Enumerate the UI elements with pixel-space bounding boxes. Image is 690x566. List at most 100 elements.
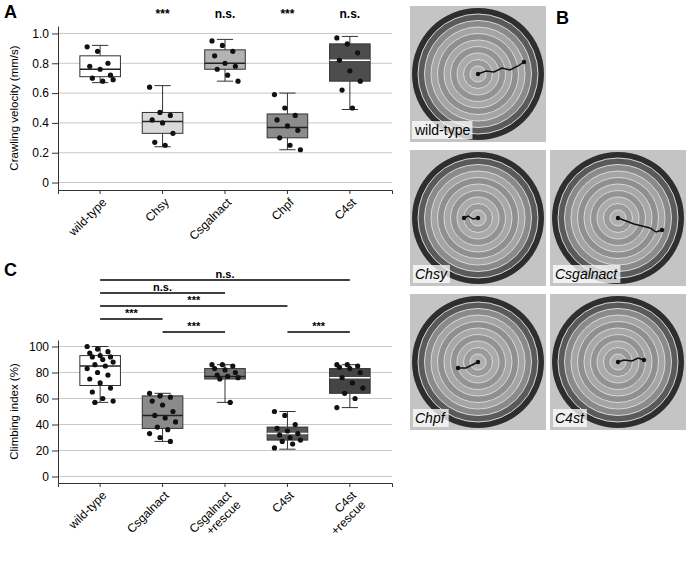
box xyxy=(80,45,121,82)
data-point xyxy=(295,128,300,133)
data-point xyxy=(277,432,282,437)
data-point xyxy=(337,58,342,63)
data-point xyxy=(98,380,103,385)
tick-mark xyxy=(52,451,58,452)
marks xyxy=(80,344,370,451)
dish-ring xyxy=(565,309,672,416)
label-background xyxy=(553,265,620,283)
median xyxy=(142,415,183,417)
whisker-cap xyxy=(342,109,358,110)
data-point xyxy=(298,147,303,152)
photo-background xyxy=(410,6,546,142)
data-point xyxy=(220,362,225,367)
track-start xyxy=(476,216,480,220)
data-point xyxy=(100,396,105,401)
data-point xyxy=(157,393,162,398)
y-axis: 020406080100 xyxy=(29,340,59,484)
data-point xyxy=(170,409,175,414)
tick-label-line: Csgalnact xyxy=(124,488,172,536)
data-point xyxy=(222,367,227,372)
significance: *** xyxy=(280,7,294,21)
tick-label: 20 xyxy=(36,444,50,458)
bracket-label: *** xyxy=(125,307,139,319)
tick-label: 1.0 xyxy=(32,27,49,41)
whisker xyxy=(225,379,226,402)
dish-ring xyxy=(444,40,512,108)
data-point xyxy=(165,427,170,432)
x-tick: Chpf xyxy=(269,190,297,223)
box xyxy=(267,93,308,150)
grid-line xyxy=(58,424,392,425)
data-point xyxy=(105,61,110,66)
data-point xyxy=(163,143,168,148)
dish-ring xyxy=(457,53,499,95)
data-point xyxy=(347,366,352,371)
data-point xyxy=(233,370,238,375)
tick-label: wild-type xyxy=(65,488,109,532)
tick-mark xyxy=(162,483,163,487)
whisker-cap xyxy=(342,36,358,37)
tick-label: 0 xyxy=(42,470,49,484)
box-body xyxy=(80,356,121,386)
data-point xyxy=(222,61,227,66)
data-point xyxy=(152,413,157,418)
data-point xyxy=(92,362,97,367)
tick-label: 60 xyxy=(36,392,50,406)
dish-ring xyxy=(591,335,646,390)
dish-ring xyxy=(571,315,665,409)
x-tick: wild-type xyxy=(65,190,109,239)
data-point xyxy=(230,363,235,368)
data-point xyxy=(98,67,103,72)
photo-label: wild-type xyxy=(414,122,470,138)
dish-ring xyxy=(578,322,659,403)
track-start xyxy=(616,216,620,220)
dish-ring xyxy=(571,171,665,265)
photo-background xyxy=(410,150,546,286)
larva-track xyxy=(458,362,478,368)
tick-mark xyxy=(52,153,58,154)
whisker xyxy=(287,138,288,150)
whisker xyxy=(100,386,101,403)
data-point xyxy=(293,422,298,427)
x-tick: Chsy xyxy=(143,190,172,225)
tick-label: 0.6 xyxy=(32,86,49,100)
box xyxy=(330,36,371,109)
label-background xyxy=(413,265,450,283)
data-point xyxy=(90,354,95,359)
dish-ring xyxy=(584,328,652,396)
data-point xyxy=(150,117,155,122)
data-point xyxy=(147,431,152,436)
dish-ring xyxy=(418,302,538,422)
tick-label-line: wild-type xyxy=(65,488,109,532)
data-point xyxy=(352,396,357,401)
median xyxy=(330,377,371,379)
data-point xyxy=(345,41,350,46)
tick-mark xyxy=(52,477,58,478)
data-point xyxy=(350,380,355,385)
larva-track xyxy=(618,358,644,362)
data-point xyxy=(108,386,113,391)
data-point xyxy=(342,391,347,396)
track-end xyxy=(660,228,664,232)
box-body xyxy=(330,44,371,81)
dish-ring xyxy=(604,348,633,377)
significance: *** xyxy=(156,7,170,21)
grid-line xyxy=(58,33,392,34)
tick-mark xyxy=(52,425,58,426)
data-point xyxy=(95,347,100,352)
grid-line xyxy=(58,346,392,347)
y-tick: 0 xyxy=(42,176,58,190)
x-axis: wild-type Chsy Csgalnact Chpf C4st xyxy=(59,190,393,243)
whisker xyxy=(349,393,350,407)
significance: n.s. xyxy=(215,7,236,21)
data-point xyxy=(274,426,279,431)
box xyxy=(205,39,246,81)
box xyxy=(330,365,371,408)
data-point xyxy=(168,113,173,118)
data-point xyxy=(290,441,295,446)
dish-ring xyxy=(464,348,493,377)
tick-label-line: C4st xyxy=(332,195,360,223)
data-point xyxy=(337,365,342,370)
tick-label-line: Csgalnact xyxy=(187,195,235,243)
y-tick: 60 xyxy=(36,392,58,406)
